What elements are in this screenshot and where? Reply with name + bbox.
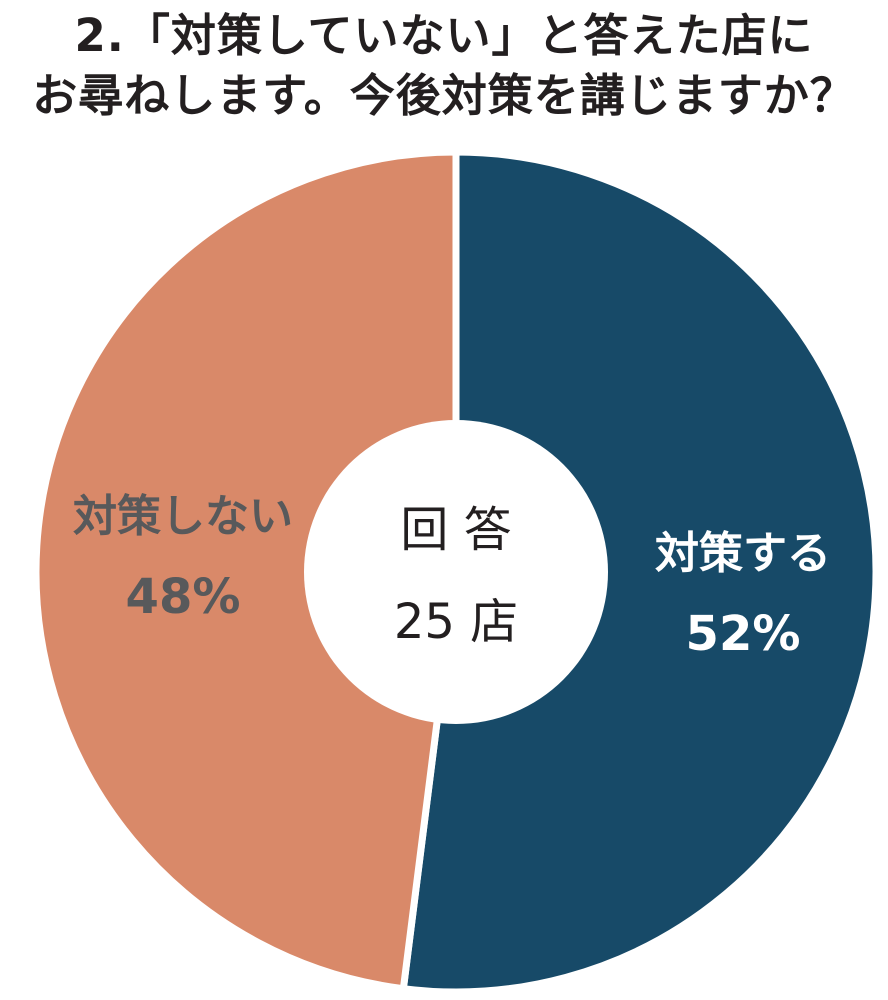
pie-slice-1 [399, 148, 880, 996]
chart-title: 2.「対策していない」と答えた店に お尋ねします。今後対策を講じますか？ [0, 6, 888, 126]
chart-title-line-2: お尋ねします。今後対策を講じますか？ [32, 69, 856, 122]
pie-slice-2 [32, 148, 460, 993]
slice-value-label-2: 48% [126, 569, 241, 625]
center-label-line-2: 25 店 [394, 594, 518, 650]
slice-category-label-2: 対策しない [73, 491, 293, 542]
center-hole [304, 420, 608, 724]
center-label-line-1: 回 答 [400, 502, 511, 558]
chart-title-line-1: 2.「対策していない」と答えた店に [74, 9, 814, 62]
slice-labels: 対策する 52% 対策しない 48% [73, 491, 831, 662]
chart-slices [32, 148, 880, 996]
slice-value-label-1: 52% [686, 606, 801, 662]
slice-category-label-1: 対策する [655, 528, 831, 579]
